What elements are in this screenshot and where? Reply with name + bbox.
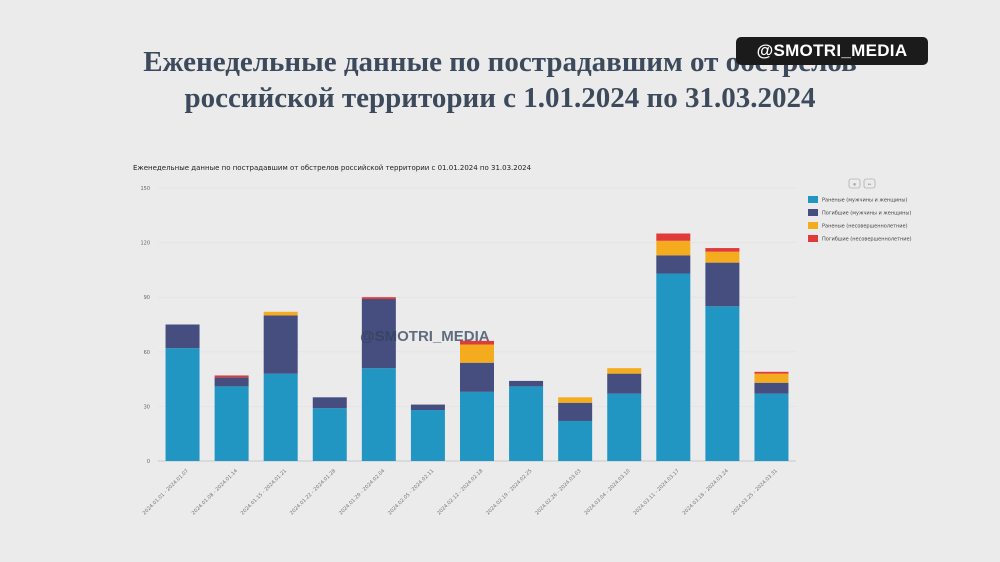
- bar-stack[interactable]: [509, 380, 544, 461]
- bar-segment[interactable]: [460, 391, 494, 461]
- x-tick-label: 2024.02.26 - 2024.03.03: [534, 468, 582, 516]
- pan-icon: ⇔: [868, 182, 872, 187]
- bar-stack[interactable]: [754, 371, 789, 461]
- bar-segment[interactable]: [607, 368, 642, 374]
- legend-label: Погибшие (несовершеннолетние): [822, 237, 912, 243]
- bar-segment[interactable]: [558, 402, 593, 421]
- zoom-in-frame: [848, 178, 861, 189]
- x-axis: 2024.01.01 - 2024.01.07 2024.01.08 - 2024…: [142, 468, 779, 516]
- headline-line-2: российской территории с 1.01.2024 по 31.…: [184, 82, 816, 114]
- bar-segment[interactable]: [656, 273, 691, 461]
- x-tick-label: 2024.01.08 - 2024.01.14: [191, 468, 239, 516]
- bar-segment[interactable]: [607, 393, 642, 461]
- bar-stack[interactable]: [263, 311, 298, 461]
- bar-segment[interactable]: [754, 393, 789, 461]
- x-tick-label: 2024.01.29 - 2024.02.04: [338, 468, 386, 516]
- bar-segment[interactable]: [509, 386, 544, 461]
- x-tick-label: 2024.03.11 - 2024.03.17: [632, 468, 680, 516]
- bar-segment[interactable]: [754, 371, 789, 374]
- chart-legend[interactable]: Раненые (мужчины и женщины) Погибшие (муж…: [808, 196, 912, 243]
- x-tick-label: 2024.02.05 - 2024.02.11: [387, 468, 435, 516]
- bar-segment[interactable]: [165, 348, 200, 461]
- x-tick-label: 2024.02.19 - 2024.02.25: [485, 468, 533, 516]
- bar-segment[interactable]: [165, 324, 200, 349]
- bar-segment[interactable]: [263, 315, 298, 374]
- bar-segment[interactable]: [656, 255, 691, 274]
- legend-swatch: [808, 196, 818, 203]
- pan-button[interactable]: ⇔: [863, 178, 876, 189]
- y-tick-label: 30: [144, 404, 150, 410]
- pan-frame: [863, 178, 876, 189]
- bar-series: [165, 233, 789, 462]
- legend-item[interactable]: Погибшие (несовершеннолетние): [808, 235, 912, 243]
- bar-segment[interactable]: [361, 368, 396, 461]
- bar-segment[interactable]: [312, 397, 347, 409]
- bar-segment[interactable]: [705, 248, 740, 252]
- y-tick-label: 60: [144, 350, 150, 356]
- x-tick-label: 2024.03.04 - 2024.03.10: [583, 468, 631, 516]
- bar-segment[interactable]: [460, 340, 494, 345]
- bar-stack[interactable]: [705, 248, 740, 461]
- legend-item[interactable]: Погибшие (мужчины и женщины): [808, 209, 911, 217]
- bar-segment[interactable]: [460, 344, 494, 363]
- y-tick-label: 0: [147, 459, 150, 465]
- bar-segment[interactable]: [361, 297, 396, 300]
- x-tick-label: 2024.01.01 - 2024.01.07: [142, 468, 190, 516]
- bar-stack[interactable]: [558, 397, 593, 461]
- bar-stack[interactable]: [165, 324, 200, 462]
- bar-stack[interactable]: [312, 397, 347, 461]
- bar-segment[interactable]: [214, 386, 249, 461]
- x-tick-label: 2024.03.18 - 2024.03.24: [682, 468, 730, 516]
- bar-segment[interactable]: [460, 362, 494, 392]
- bar-segment[interactable]: [214, 377, 249, 387]
- bar-segment[interactable]: [558, 420, 593, 461]
- bar-segment[interactable]: [214, 375, 249, 378]
- legend-label: Раненые (мужчины и женщины): [822, 198, 907, 204]
- bar-stack[interactable]: [460, 340, 494, 461]
- legend-item[interactable]: Раненые (мужчины и женщины): [808, 196, 907, 204]
- bar-segment[interactable]: [509, 380, 544, 387]
- bar-stack[interactable]: [361, 297, 396, 461]
- bar-segment[interactable]: [312, 408, 347, 461]
- legend-item[interactable]: Раненые (несовершеннолетние): [808, 222, 908, 230]
- watermark-badge: @SMOTRI_MEDIA: [736, 37, 928, 65]
- zoom-in-button[interactable]: ⊕: [848, 178, 861, 189]
- bar-segment[interactable]: [558, 397, 593, 403]
- bar-segment[interactable]: [361, 299, 396, 369]
- chart-controls[interactable]: ⊕ ⇔: [848, 178, 876, 189]
- y-tick-label: 120: [140, 241, 150, 247]
- x-tick-label: 2024.03.25 - 2024.03.31: [731, 468, 779, 516]
- bar-segment[interactable]: [410, 404, 445, 411]
- bar-stack[interactable]: [214, 375, 249, 461]
- bar-segment[interactable]: [656, 233, 691, 241]
- bar-segment[interactable]: [705, 262, 740, 307]
- bar-segment[interactable]: [263, 311, 298, 316]
- y-axis: 0 30 60 90 120 150: [140, 186, 150, 465]
- x-tick-label: 2024.01.15 - 2024.01.21: [240, 468, 288, 516]
- bar-segment[interactable]: [754, 373, 789, 383]
- bar-segment[interactable]: [705, 251, 740, 263]
- bar-stack[interactable]: [410, 404, 445, 461]
- zoom-in-icon: ⊕: [853, 182, 856, 187]
- legend-swatch: [808, 222, 818, 229]
- bar-stack[interactable]: [607, 368, 642, 461]
- y-tick-label: 90: [144, 295, 150, 301]
- bar-stack[interactable]: [656, 233, 691, 462]
- watermark-overlay: @SMOTRI_MEDIA: [360, 328, 490, 345]
- legend-swatch: [808, 209, 818, 216]
- bar-segment[interactable]: [263, 373, 298, 461]
- chart-title: Еженедельные данные по пострадавшим от о…: [133, 164, 532, 172]
- x-tick-label: 2024.01.22 - 2024.01.28: [289, 468, 337, 516]
- bar-segment[interactable]: [656, 240, 691, 256]
- bar-segment[interactable]: [607, 373, 642, 394]
- bar-segment[interactable]: [705, 306, 740, 461]
- legend-label: Раненые (несовершеннолетние): [822, 224, 908, 230]
- bar-segment[interactable]: [410, 410, 445, 461]
- x-tick-label: 2024.02.12 - 2024.02.18: [436, 468, 484, 516]
- bar-segment[interactable]: [754, 382, 789, 394]
- y-tick-label: 150: [140, 186, 150, 192]
- legend-swatch: [808, 235, 818, 242]
- legend-label: Погибшие (мужчины и женщины): [822, 211, 911, 217]
